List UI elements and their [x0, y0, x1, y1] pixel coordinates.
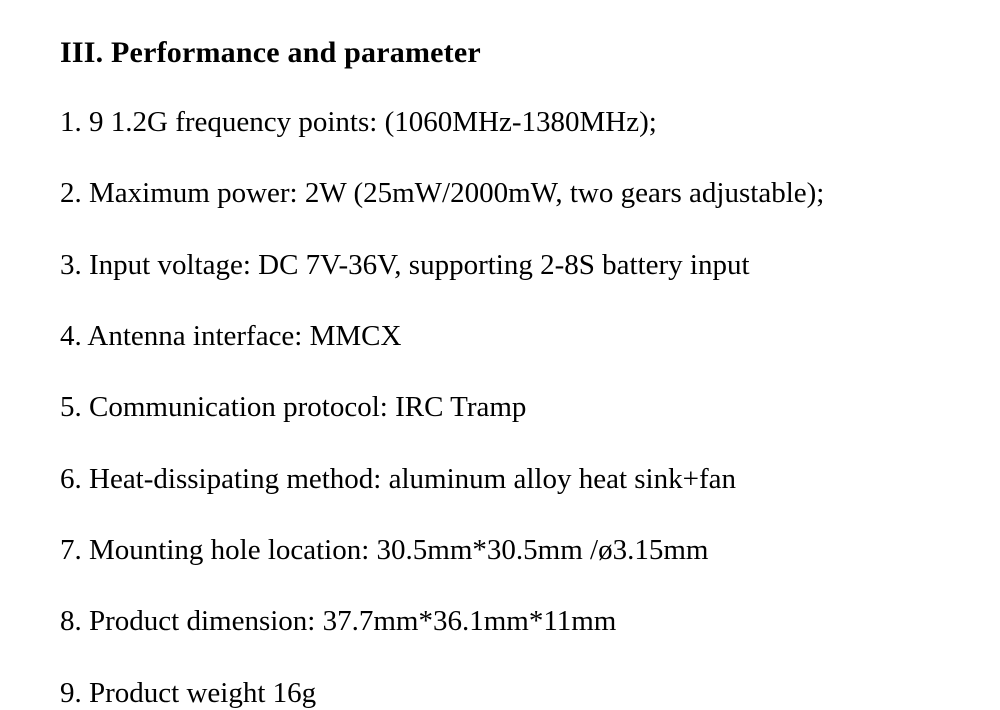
list-item: 5. Communication protocol: IRC Tramp: [60, 391, 1000, 424]
spec-list: 1. 9 1.2G frequency points: (1060MHz-138…: [60, 106, 1000, 710]
list-item: 4. Antenna interface: MMCX: [60, 320, 1000, 353]
list-item: 3. Input voltage: DC 7V-36V, supporting …: [60, 249, 1000, 282]
list-item: 6. Heat-dissipating method: aluminum all…: [60, 463, 1000, 496]
list-item: 9. Product weight 16g: [60, 677, 1000, 710]
list-item: 7. Mounting hole location: 30.5mm*30.5mm…: [60, 534, 1000, 567]
list-item: 2. Maximum power: 2W (25mW/2000mW, two g…: [60, 177, 1000, 210]
list-item: 1. 9 1.2G frequency points: (1060MHz-138…: [60, 106, 1000, 139]
spec-document: III. Performance and parameter 1. 9 1.2G…: [0, 0, 1000, 710]
section-heading: III. Performance and parameter: [60, 36, 1000, 70]
list-item: 8. Product dimension: 37.7mm*36.1mm*11mm: [60, 605, 1000, 638]
